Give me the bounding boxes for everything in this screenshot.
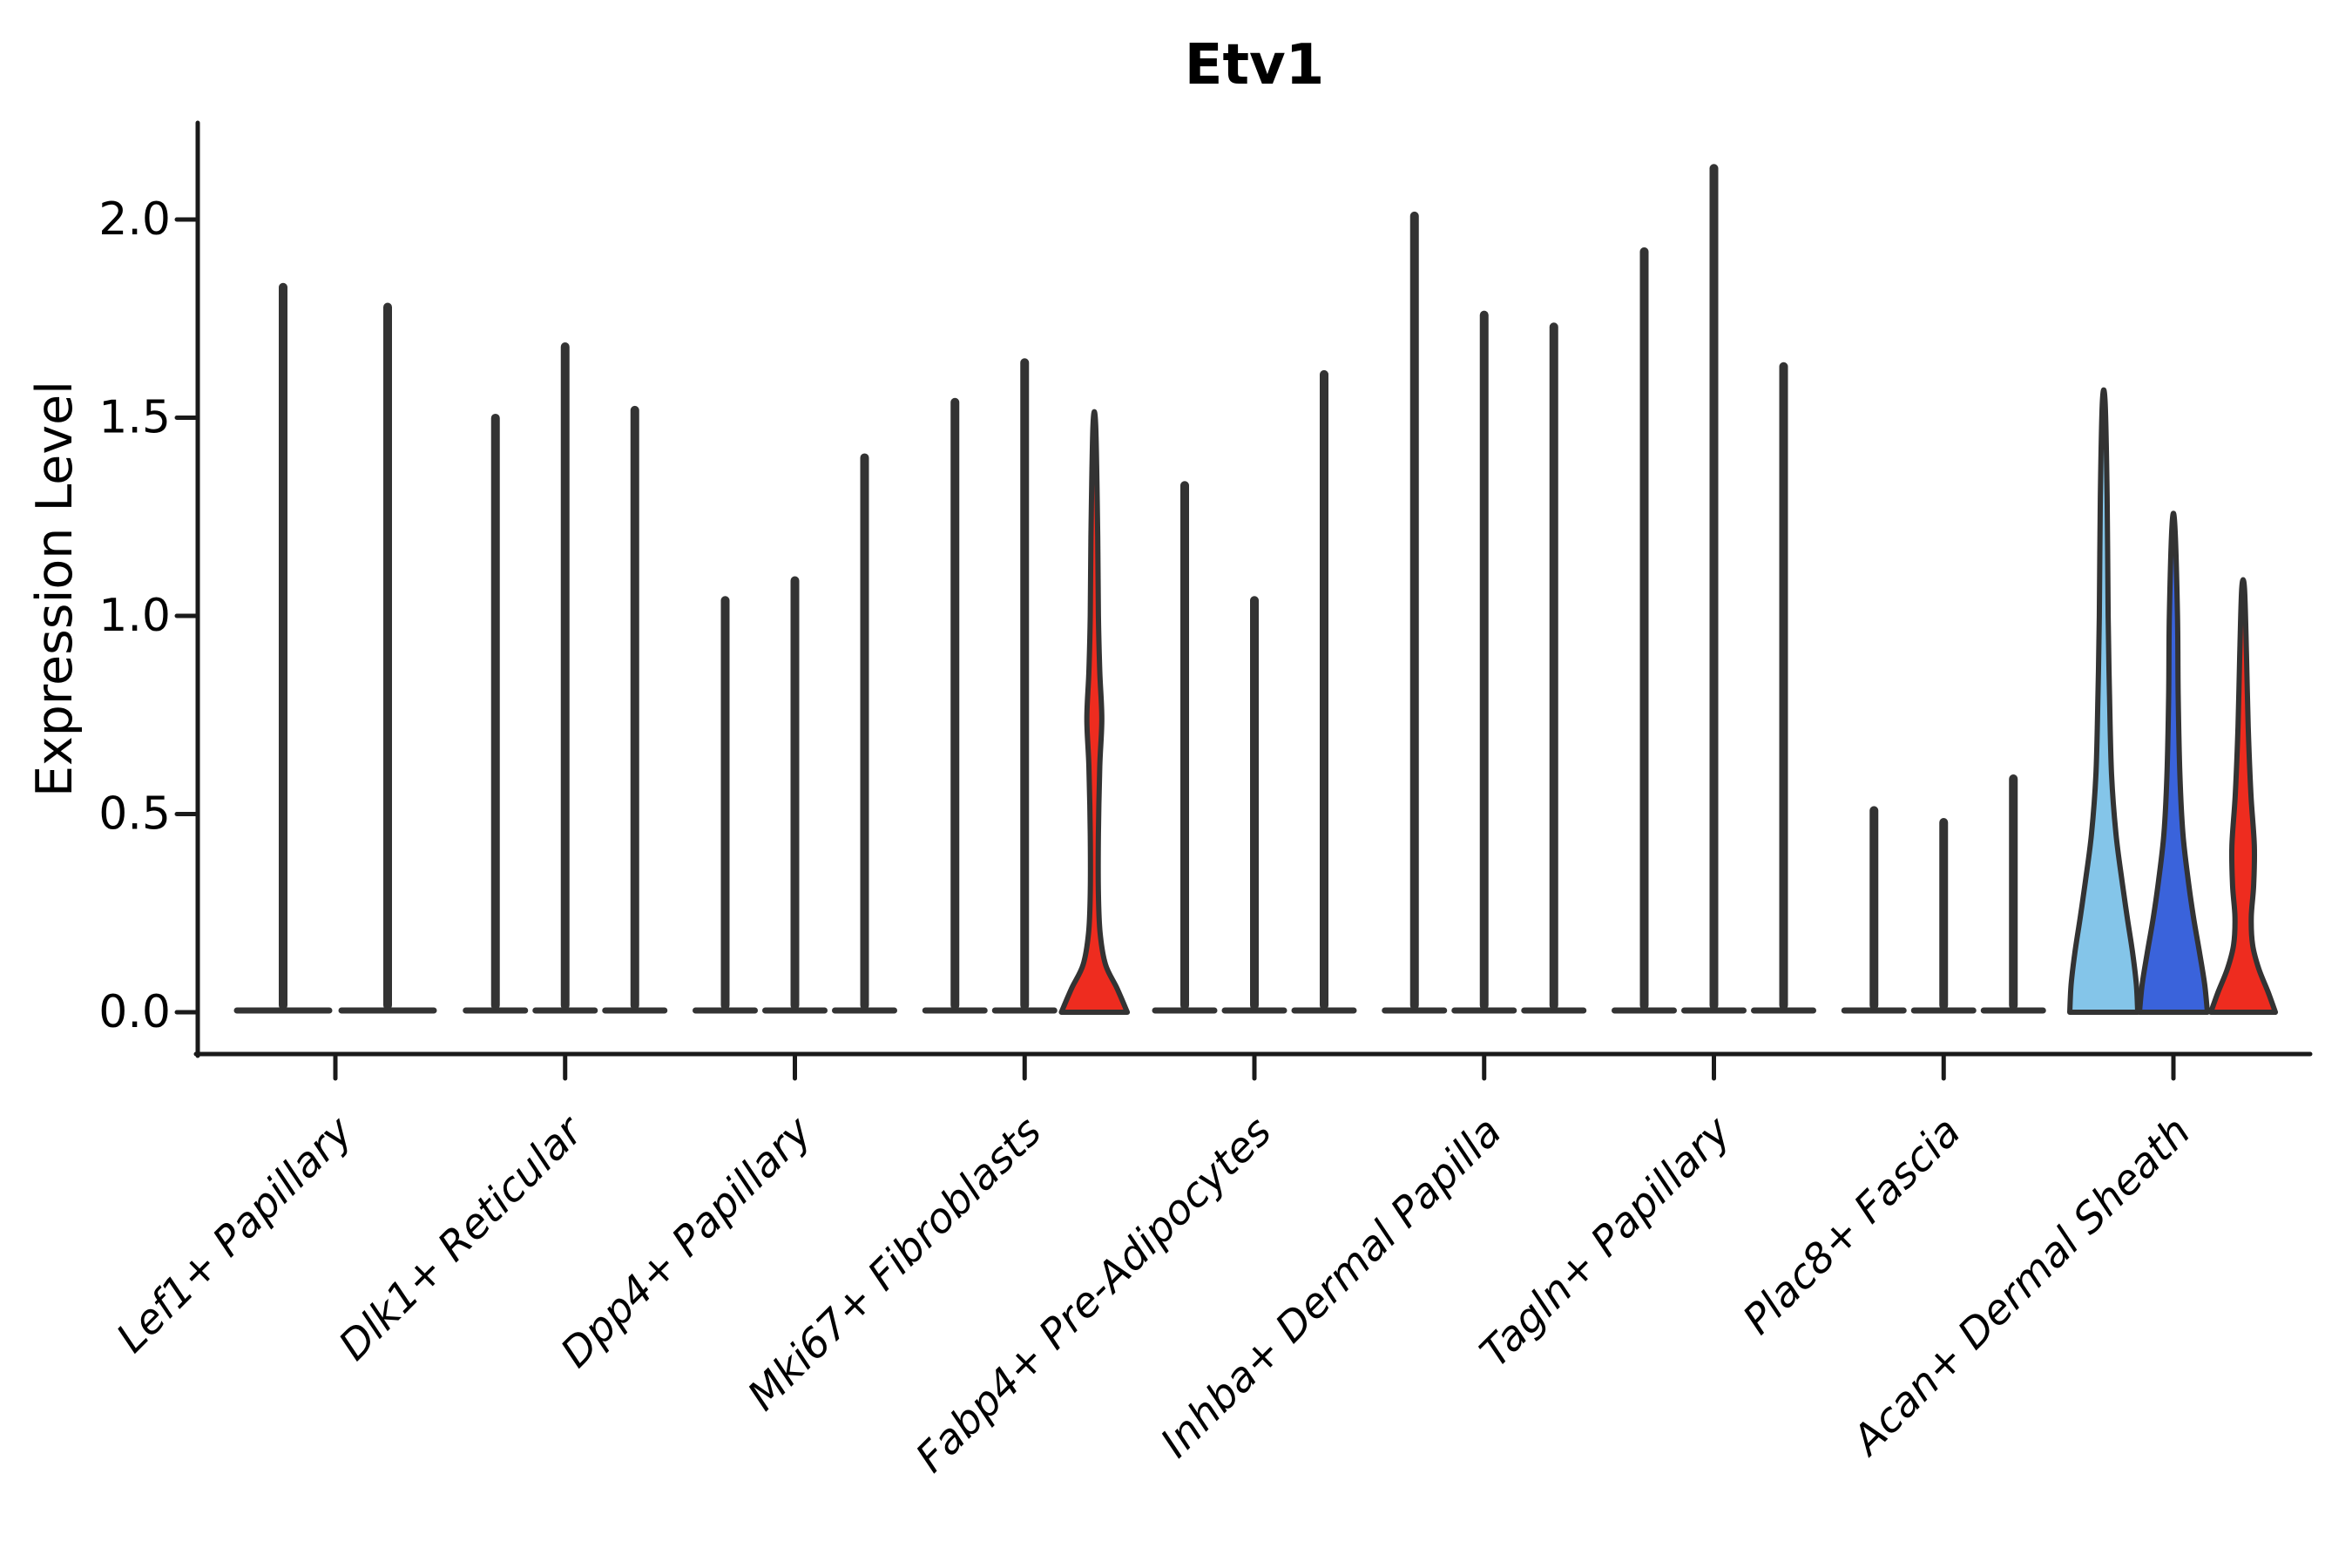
y-tick-label-4: 2.0 [98,193,171,246]
x-category-label-6: Tagln+ Papillary [1471,1107,1741,1377]
violin-8-2 [2207,577,2279,1015]
x-category-labels: Lef1+ Papillary Dlk1+ Reticular Dpp4+ Pa… [107,1106,2200,1482]
plot-area [174,120,2313,1081]
y-tick-label-2: 1.0 [98,590,171,642]
y-tick-label-1: 0.5 [98,788,171,841]
violin-8-1 [2137,510,2210,1015]
x-category-label-7: Plac8+ Fascia [1734,1108,1970,1344]
x-category-label-0: Lef1+ Papillary [107,1107,362,1362]
violin-3-2 [1058,409,1131,1015]
violin-8-0 [2067,387,2140,1015]
x-category-label-2: Dpp4+ Papillary [551,1107,821,1377]
chart-title: Etv1 [1185,33,1325,98]
y-tick-label-3: 1.5 [98,392,171,444]
y-tick-label-0: 0.0 [98,986,171,1038]
y-axis-label: Expression Level [26,381,84,797]
y-tick-labels: 0.0 0.5 1.0 1.5 2.0 [98,193,171,1038]
x-category-label-1: Dlk1+ Reticular [330,1106,594,1370]
